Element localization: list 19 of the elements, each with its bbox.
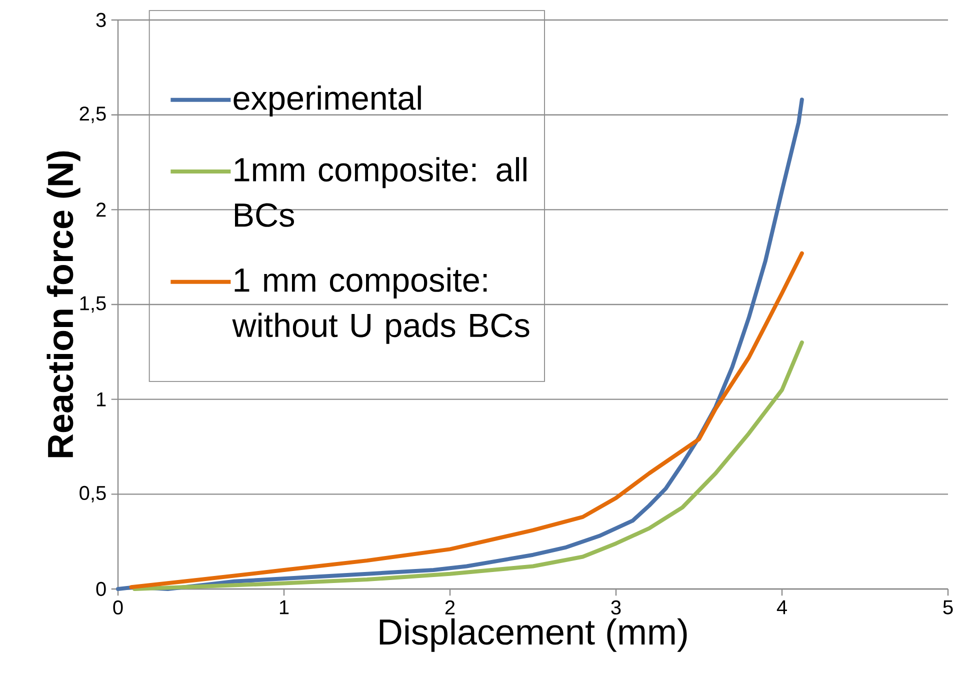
x-tick-label: 4 [776,600,787,614]
x-tick-label: 5 [943,600,953,614]
x-tick-label: 0 [113,600,123,615]
y-tick-label: 2 [96,202,106,217]
legend-label: 1mm composite: all BCs [234,157,526,227]
y-tick-label: 1 [97,392,106,406]
legend-label: 1 mm composite: without U pads BCs [232,267,530,344]
x-tick-label: 1 [280,600,289,614]
y-tick-label: 0 [96,582,106,596]
y-tick-label: 0,5 [80,486,106,502]
x-tick-label: 3 [611,600,621,615]
y-axis-title: Reaction force (N) [46,151,80,458]
y-tick-label: 3 [96,12,106,28]
y-tick-label: 2,5 [80,106,106,124]
x-tick-label: 2 [445,600,455,614]
line-series [129,251,804,590]
x-axis-title: Displacement (mm) [380,618,687,652]
y-tick-label: 1,5 [80,296,106,313]
legend-label: experimental [234,85,421,117]
